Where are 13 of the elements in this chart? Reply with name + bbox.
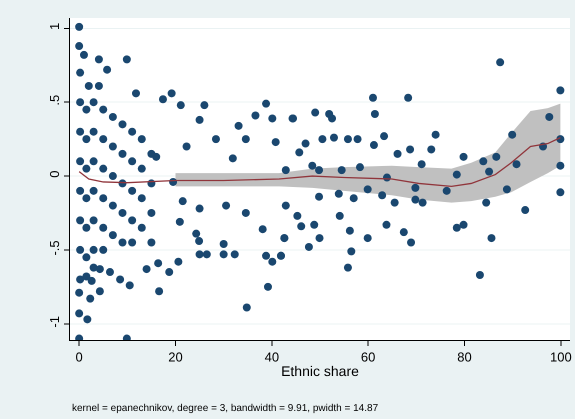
text: kernel = epanechnikov, degree = 3, bandwidth = 9.91, pwidth = 14.87 xyxy=(72,403,379,414)
y-tick-label: 1 xyxy=(46,22,62,30)
x-tick-label: 20 xyxy=(168,350,183,365)
x-axis-title: Ethnic share xyxy=(281,362,360,379)
y-tick-label: -.5 xyxy=(46,240,62,256)
y-tick-label: 0 xyxy=(46,170,62,178)
x-tick-label: 60 xyxy=(360,350,376,365)
x-tick-label: 40 xyxy=(264,350,280,365)
y-tick-label: -1 xyxy=(46,316,62,328)
x-tick-label: 0 xyxy=(76,350,83,365)
y-tick-label: .5 xyxy=(46,94,62,106)
x-tick-label: 100 xyxy=(550,350,572,365)
x-tick-label: 80 xyxy=(457,350,472,365)
